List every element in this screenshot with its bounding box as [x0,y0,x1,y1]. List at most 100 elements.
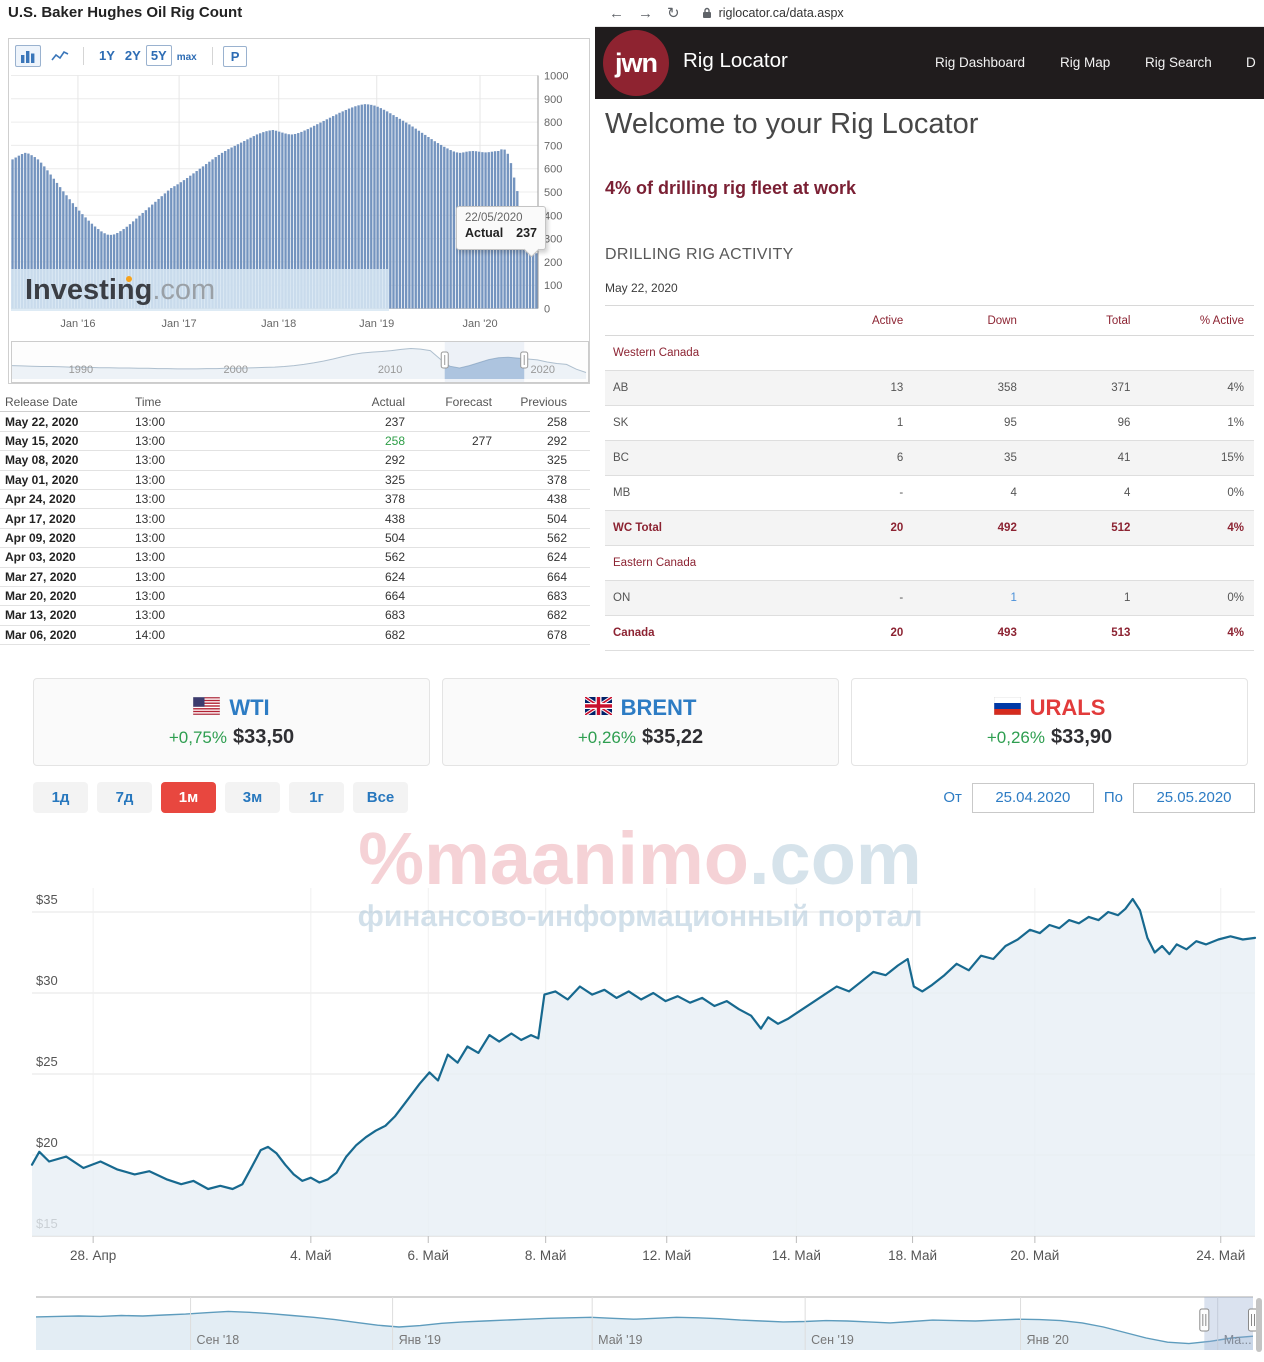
to-label: По [1103,789,1123,806]
range-1y-button[interactable]: 1Y [99,48,115,63]
table-row: Eastern Canada [605,546,1254,581]
fleet-headline: 4% of drilling rig fleet at work [605,178,857,198]
to-date-input[interactable] [1133,782,1255,813]
nav-item-rig-dashboard[interactable]: Rig Dashboard [935,55,1026,70]
bar-chart-type-button[interactable] [15,45,41,67]
welcome-heading: Welcome to your Rig Locator [605,108,979,140]
drilling-rig-activity-table: Active Down Total % Active Western Canada AB 1… [605,305,1254,651]
instrument-name: URALS [1029,695,1106,720]
address-bar[interactable]: riglocator.ca/data.aspx [718,6,844,20]
nav-item-d[interactable]: D [1246,55,1256,70]
active-cell: 1 [896,417,904,429]
release-date-cell: May 22, 2020 [5,414,79,429]
previous-cell: 562 [546,530,567,545]
svg-text:500: 500 [544,187,562,199]
region-cell: SK [613,417,629,429]
instrument-name: BRENT [620,695,697,720]
range-2y-button[interactable]: 2Y [124,48,141,63]
svg-text:14. Май: 14. Май [772,1248,821,1263]
jwn-logo[interactable]: jwn [603,30,669,96]
down-cell[interactable]: 1 [1010,592,1017,604]
total-cell: 41 [1117,452,1131,464]
scrollbar-thumb[interactable] [1256,1298,1262,1352]
table-row: BC 6 35 41 15% [605,441,1254,476]
svg-text:6. Май: 6. Май [408,1248,449,1263]
print-button[interactable]: P [222,45,248,67]
release-date-cell: May 01, 2020 [5,472,79,487]
table-row: Apr 03, 2020 13:00 562 624 [0,548,590,568]
range-button-1м[interactable]: 1м [161,782,216,813]
svg-text:300: 300 [544,234,562,246]
svg-text:Сен '18: Сен '18 [197,1333,240,1347]
urals-card[interactable]: URALS +0,26% $33,90 [851,678,1248,766]
from-label: От [943,789,962,806]
table-row: Apr 17, 2020 13:00 438 504 [0,509,590,529]
release-date-cell: Apr 09, 2020 [5,530,76,545]
range-button-7д[interactable]: 7д [97,782,152,813]
svg-text:700: 700 [544,140,562,152]
range-button-1д[interactable]: 1д [33,782,88,813]
rig-count-range-navigator[interactable]: 1990 2000 2010 2020 [11,341,589,383]
range-max-button[interactable]: max [176,52,197,63]
region-cell: WC Total [613,522,662,534]
range-button-3м[interactable]: 3м [225,782,280,813]
total-cell: 371 [1111,382,1131,394]
from-date-input[interactable] [971,782,1094,813]
pct-active-cell: 4% [1227,382,1244,394]
region-cell: Eastern Canada [613,557,697,569]
table-row: Mar 06, 2020 14:00 682 678 [0,626,590,646]
price-change: +0,75% [168,728,227,747]
forward-icon[interactable]: → [638,4,653,22]
total-cell: 96 [1117,417,1131,429]
back-icon[interactable]: ← [609,4,624,22]
total-cell: 512 [1111,522,1131,534]
svg-text:100: 100 [544,280,562,292]
actual-cell: 683 [384,608,405,623]
svg-text:4. Май: 4. Май [290,1248,331,1263]
svg-text:Jan '20: Jan '20 [462,318,497,330]
card-title-row: BRENT [583,695,697,721]
navigator-handle[interactable] [1199,1308,1210,1332]
svg-text:24. Май: 24. Май [1196,1248,1245,1263]
card-price-row: +0,26% $35,22 [578,726,703,749]
nav-item-rig-map[interactable]: Rig Map [1060,55,1111,70]
time-cell: 13:00 [135,589,166,604]
actual-cell: 682 [384,627,405,642]
time-cell: 13:00 [135,453,166,468]
investing-logo: Investing [25,273,153,306]
nav-item-rig-search[interactable]: Rig Search [1145,55,1212,70]
range-button-Все[interactable]: Все [353,782,408,813]
svg-text:28. Апр: 28. Апр [70,1248,116,1263]
range-button-1г[interactable]: 1г [289,782,344,813]
down-cell: 493 [997,627,1017,639]
table-row: Apr 09, 2020 13:00 504 562 [0,529,590,549]
line-chart-type-button[interactable] [47,45,73,67]
svg-text:Jan '16: Jan '16 [60,318,95,330]
pct-active-cell: 0% [1227,487,1244,499]
svg-text:18. Май: 18. Май [888,1248,937,1263]
time-cell: 13:00 [135,433,166,448]
site-brand[interactable]: Rig Locator [683,49,788,72]
price-range-navigator[interactable]: Сен '18 Янв '19 Май '19 Сен '19 Янв '20 Ма... [0,1294,1264,1362]
toolbar-divider [211,47,213,65]
wti-card[interactable]: WTI +0,75% $33,50 [33,678,430,766]
time-cell: 13:00 [135,511,166,526]
region-cell: Canada [613,627,655,639]
release-date-cell: May 15, 2020 [5,433,79,448]
actual-cell: 258 [384,433,405,448]
actual-cell: 438 [384,511,405,526]
release-date-cell: Mar 13, 2020 [5,608,77,623]
total-cell: 513 [1111,627,1131,639]
brent-card[interactable]: BRENT +0,26% $35,22 [442,678,839,766]
time-cell: 13:00 [135,492,166,507]
uk-flag-icon [583,695,613,716]
card-title-row: WTI [193,695,270,721]
investing-watermark: Investing .com [11,269,389,311]
range-5y-button[interactable]: 5Y [145,45,172,66]
rig-count-chart: 1Y 2Y 5Y max P 1000 900 800 700 600 500 400 300 200… [8,38,590,384]
down-cell: 492 [997,522,1017,534]
ssl-lock-icon [702,7,712,19]
reload-icon[interactable]: ↻ [667,5,680,22]
